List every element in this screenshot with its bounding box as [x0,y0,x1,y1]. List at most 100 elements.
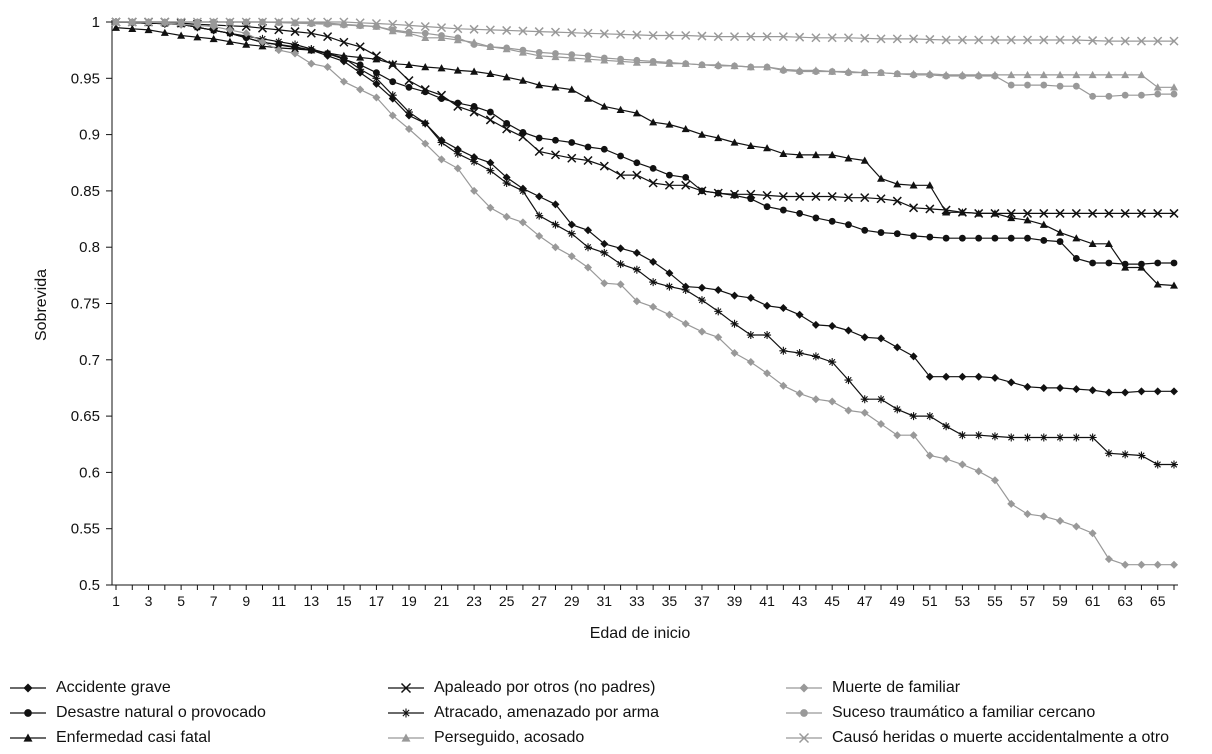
data-point [388,59,397,67]
series-suceso-traumatico-a-familiar-cercano [112,18,1178,100]
data-point [991,234,999,242]
data-point [1170,259,1178,267]
series-enfermedad-casi-fatal [112,23,1178,289]
data-point [372,74,381,83]
data-point [697,31,707,41]
data-point [225,17,235,27]
legend-label: Causó heridas o muerte accidentalmente a… [832,729,1170,746]
data-point [779,149,788,157]
data-point [356,53,365,61]
data-point [648,30,658,41]
data-point [811,352,820,361]
data-point [372,79,381,88]
data-point [1153,280,1162,288]
data-point [877,395,886,404]
x-tick-label: 31 [597,593,613,609]
data-point [697,327,706,336]
data-point [469,107,479,117]
data-point [389,78,397,86]
x-tick-label: 17 [369,593,385,609]
data-point [323,63,332,72]
data-point [1023,433,1032,442]
legend-swatch-icon [388,733,424,742]
x-tick-label: 11 [271,593,286,609]
data-point [568,51,576,59]
data-point [1072,234,1081,242]
data-point [257,17,268,27]
x-tick-label: 49 [890,593,906,609]
data-point [160,28,169,36]
data-point [893,70,901,78]
data-point [860,408,869,417]
data-point [730,319,739,328]
data-point [1153,83,1162,91]
data-point [274,46,283,55]
data-point [437,138,446,147]
legend-label: Perseguido, acosado [434,729,585,746]
data-point [616,29,626,39]
data-point [959,72,966,80]
data-point [567,220,576,229]
data-point [274,25,284,35]
data-point [550,150,561,160]
data-point [1170,281,1178,289]
data-point [746,141,755,150]
data-point [584,94,593,102]
data-point [714,133,723,142]
data-point [1039,383,1048,392]
data-point [779,304,788,313]
data-point [192,17,202,27]
data-point [339,17,349,27]
data-point [225,37,234,45]
data-point [404,20,414,30]
data-point [942,208,951,216]
legend-swatch-icon [786,683,822,693]
data-point [356,65,365,74]
data-point [877,229,885,236]
data-point [1072,255,1080,262]
data-point [502,173,511,182]
x-tick-label: 53 [955,593,971,609]
data-point [1121,263,1130,271]
x-tick-label: 21 [434,593,450,609]
data-point [1121,560,1130,569]
data-point [990,35,1000,45]
data-point [778,191,788,202]
data-point [682,60,690,68]
data-point [779,346,788,355]
data-point [828,358,837,367]
y-tick-label: 0.55 [71,521,100,538]
x-tick-label: 3 [145,593,153,609]
data-point [844,326,853,335]
data-point [925,204,935,214]
data-point [925,181,934,189]
data-point [860,156,869,164]
data-point [112,23,120,31]
data-point [1006,35,1016,45]
x-tick-label: 43 [792,593,808,609]
data-point [306,17,316,27]
data-point [990,208,1000,218]
data-point [404,60,413,68]
data-point [1153,560,1162,569]
data-point [632,248,641,257]
data-point [812,214,820,222]
data-point [974,431,983,440]
data-point [1153,460,1162,469]
legend-label: Apaleado por otros (no padres) [434,679,656,696]
data-point [796,68,804,75]
data-point [551,83,560,91]
data-point [731,62,738,70]
x-tick-label: 45 [824,593,840,609]
data-point [258,37,267,46]
data-point [1039,433,1048,442]
data-point [1007,499,1016,508]
data-point [502,124,512,134]
chart-legend: Accidente grave Desastre natural o provoc… [0,676,1212,754]
data-point [811,395,820,404]
x-tick-label: 25 [499,593,515,609]
data-point [584,143,592,151]
data-point [845,221,852,229]
data-point [827,33,837,43]
data-point [486,43,494,51]
